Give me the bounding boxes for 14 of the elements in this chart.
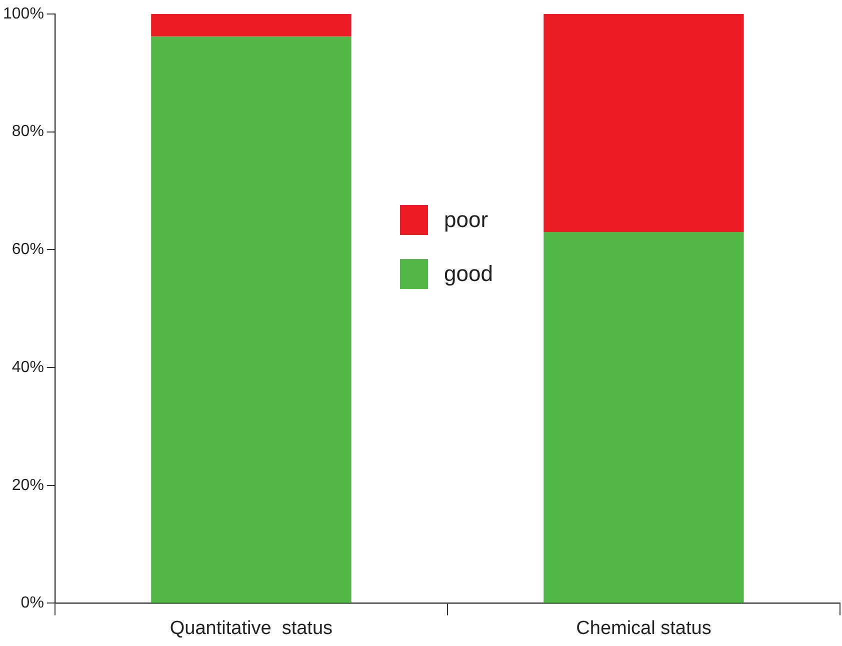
y-tick-label: 80% (12, 123, 44, 140)
legend-label: poor (444, 207, 488, 233)
y-tick-label: 20% (12, 476, 44, 494)
bar (151, 36, 352, 603)
y-tick-label: 40% (12, 358, 44, 376)
bar (544, 232, 744, 603)
y-tick-label: 0% (20, 594, 44, 612)
x-tick-label: Chemical status (576, 618, 712, 639)
bar (544, 14, 744, 232)
x-tick-label: Quantitative status (170, 618, 333, 639)
legend-label: good (444, 261, 493, 287)
y-tick-label: 60% (12, 241, 44, 258)
bar (151, 14, 352, 36)
y-tick-label: 100% (3, 5, 44, 22)
